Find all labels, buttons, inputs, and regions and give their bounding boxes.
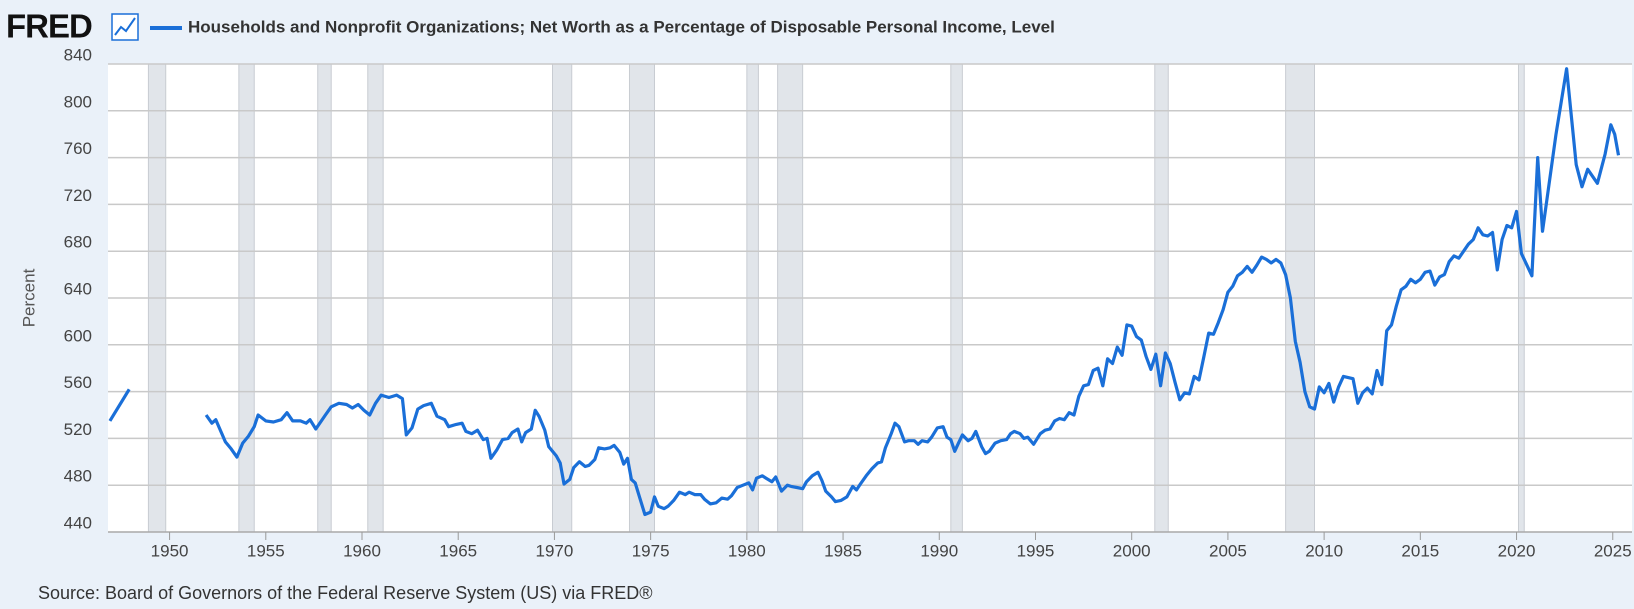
x-tick-label: 2015 bbox=[1401, 541, 1439, 560]
x-tick-label: 1990 bbox=[920, 541, 958, 560]
source: Source: Board of Governors of the Federa… bbox=[38, 583, 653, 603]
y-tick-label: 440 bbox=[64, 513, 92, 532]
y-tick-label: 560 bbox=[64, 373, 92, 392]
x-tick-label: 1970 bbox=[536, 541, 574, 560]
y-axis-label: Percent bbox=[19, 268, 38, 327]
logo-icon bbox=[111, 13, 139, 41]
x-tick-label: 1980 bbox=[728, 541, 766, 560]
data-line bbox=[108, 67, 1621, 517]
y-tick-label: 800 bbox=[64, 92, 92, 111]
y-tick-label: 760 bbox=[64, 139, 92, 158]
x-tick-label: 1960 bbox=[343, 541, 381, 560]
x-tick-label: 1975 bbox=[632, 541, 670, 560]
x-tick-label: 2020 bbox=[1498, 541, 1536, 560]
logo: FRED bbox=[6, 8, 92, 45]
y-tick-label: 720 bbox=[64, 186, 92, 205]
x-tick-label: 2000 bbox=[1113, 541, 1151, 560]
y-tick-label: 680 bbox=[64, 233, 92, 252]
y-tick-label: 480 bbox=[64, 467, 92, 486]
x-tick-label: 2005 bbox=[1209, 541, 1247, 560]
x-tick-label: 1950 bbox=[151, 541, 189, 560]
y-tick-label: 840 bbox=[64, 45, 92, 64]
x-tick-label: 1995 bbox=[1017, 541, 1055, 560]
x-tick-label: 2025 bbox=[1594, 541, 1632, 560]
x-tick-label: 1955 bbox=[247, 541, 285, 560]
y-tick-label: 640 bbox=[64, 279, 92, 298]
legend-label: Households and Nonprofit Organizations; … bbox=[188, 17, 1055, 36]
y-tick-label: 600 bbox=[64, 326, 92, 345]
y-tick-label: 520 bbox=[64, 420, 92, 439]
x-tick-label: 1965 bbox=[439, 541, 477, 560]
x-tick-label: 1985 bbox=[824, 541, 862, 560]
x-tick-label: 2010 bbox=[1305, 541, 1343, 560]
